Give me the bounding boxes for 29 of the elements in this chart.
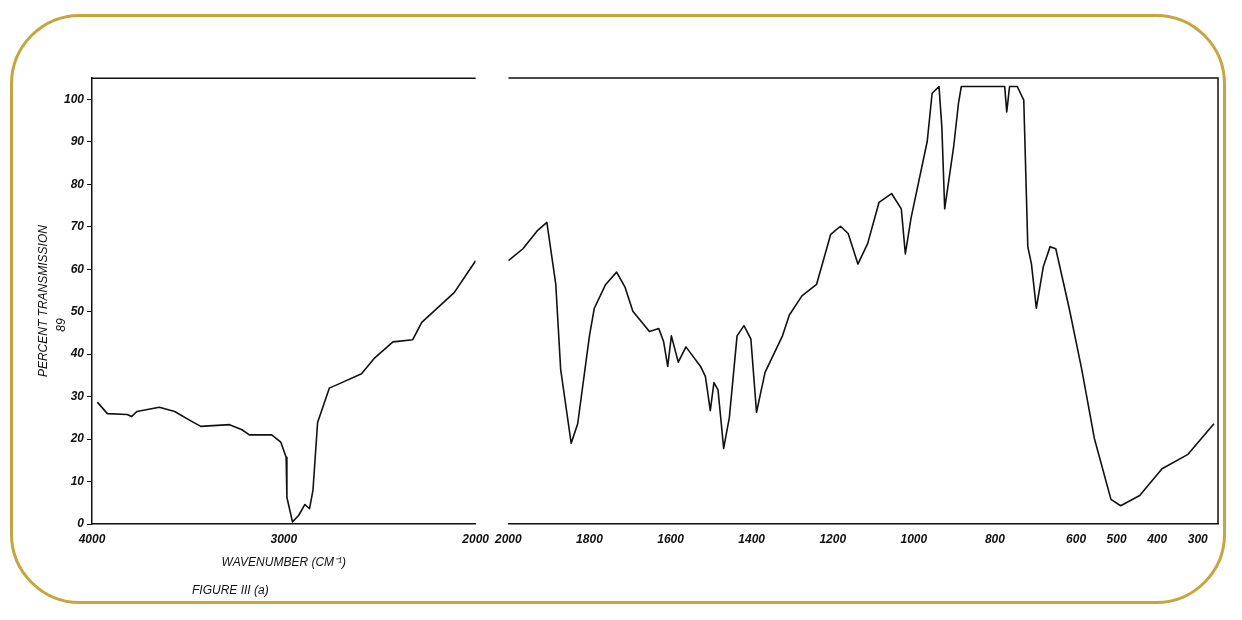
x-axis-title: WAVENUMBER (CM⁻¹)	[221, 555, 347, 570]
x-tick-label: 300	[1187, 531, 1209, 546]
y-tick-label: 30	[70, 388, 85, 403]
text: 89	[53, 318, 68, 332]
x-tick-label: 2000	[461, 531, 490, 546]
y-axis-title: PERCENT TRANSMISSION	[35, 224, 50, 378]
x-tick-label: 1200	[819, 531, 847, 546]
x-tick-label: 500	[1106, 531, 1127, 546]
y-tick-label: 90	[70, 134, 85, 149]
y-tick-label: 60	[70, 261, 85, 276]
text: FIGURE III (a)	[192, 583, 269, 597]
x-tick-label: 3000	[270, 531, 298, 546]
x-tick-label: 800	[984, 531, 1006, 546]
x-tick-label: 1800	[576, 531, 604, 546]
y-tick-label: 0	[77, 516, 85, 531]
y-tick-label: 40	[69, 346, 85, 361]
y-tick-label: 50	[70, 304, 85, 319]
y-tick-label: 20	[69, 431, 85, 446]
x-tick-label: 600	[1066, 531, 1087, 546]
x-tick-label: 400	[1146, 531, 1168, 546]
x-tick-label: 2000	[494, 531, 523, 546]
x-tick-label: 1000	[900, 531, 928, 546]
x-tick-label: 4000	[77, 531, 106, 546]
y-tick-label: 10	[70, 473, 85, 488]
y-tick-label: 70	[70, 219, 85, 234]
y-tick-label: 100	[63, 91, 85, 106]
x-tick-label: 1400	[738, 531, 766, 546]
y-tick-label: 80	[70, 176, 85, 191]
x-tick-label: 1600	[657, 531, 685, 546]
